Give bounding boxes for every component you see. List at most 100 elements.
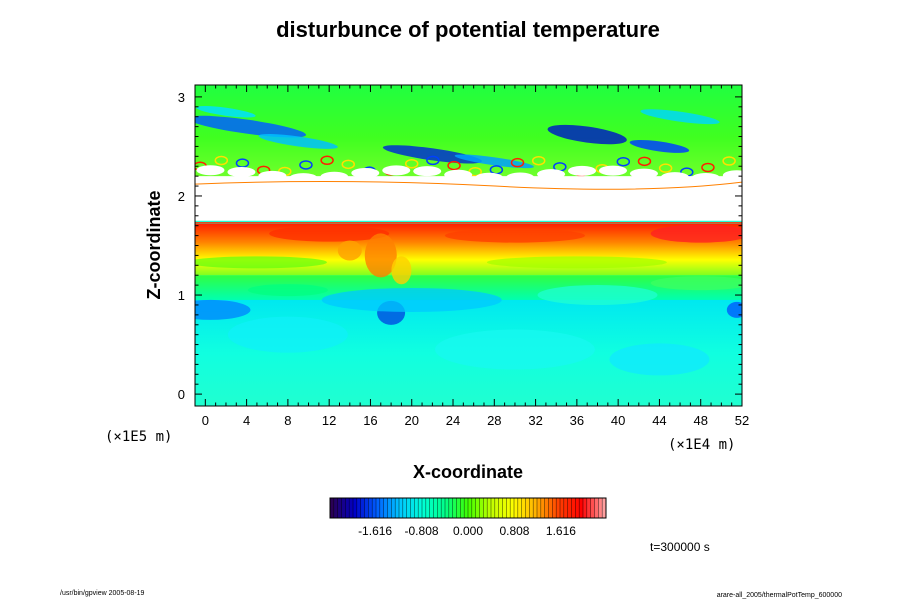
ripple: [299, 160, 313, 170]
colorbar-cell: [379, 498, 384, 518]
colorbar-cell: [364, 498, 369, 518]
x-axis: 0 4 8 12 16 20 24 28 32 36 40 44 48 52: [194, 85, 749, 428]
missing-blob: [444, 169, 473, 180]
colorbar-tick-label: -0.808: [405, 524, 439, 538]
colorbar-ticks: -1.616 -0.808 0.000 0.808 1.616: [358, 524, 576, 538]
missing-blob: [568, 165, 597, 176]
colorbar-cell: [575, 498, 580, 518]
colorbar-cell: [563, 498, 568, 518]
ripple: [701, 162, 715, 173]
ripple: [341, 159, 356, 170]
warm-patch: [444, 228, 585, 243]
missing-blob: [629, 168, 658, 179]
missing-blob: [722, 170, 742, 181]
colorbar-cell: [356, 498, 361, 518]
low-patch: [537, 285, 658, 306]
colorbar-cell: [395, 498, 400, 518]
colorbar-cell: [387, 498, 392, 518]
colorbar-cell: [402, 498, 407, 518]
colorbar-cell: [414, 498, 419, 518]
missing-blob: [196, 165, 225, 176]
x-tick-label: 20: [405, 413, 419, 428]
heatmap-field: [195, 85, 742, 406]
y-axis-title: Z-coordinate: [144, 190, 164, 299]
upper-wave: [454, 154, 534, 169]
x-tick-label: 44: [652, 413, 666, 428]
colorbar-cell: [506, 498, 511, 518]
ripple: [426, 155, 440, 166]
colorbar-cell: [433, 498, 438, 518]
colorbar-cell: [418, 498, 423, 518]
colorbar-cell: [498, 498, 503, 518]
colorbar-cell: [471, 498, 476, 518]
warm-patch: [337, 240, 362, 261]
missing-blob: [320, 171, 349, 182]
time-label: t=300000 s: [650, 540, 710, 554]
colorbar-cell: [341, 498, 346, 518]
colorbar-cell: [399, 498, 404, 518]
colorbar-cell: [360, 498, 365, 518]
missing-blob: [691, 172, 720, 183]
colorbar-cell: [452, 498, 457, 518]
colorbar-cell: [540, 498, 545, 518]
colorbar-cell: [422, 498, 427, 518]
ripple: [637, 156, 652, 167]
colorbar-cell: [525, 498, 530, 518]
colorbar-cell: [537, 498, 542, 518]
ripple: [658, 163, 673, 173]
upper-wave: [258, 134, 338, 149]
x-tick-label: 52: [735, 413, 749, 428]
chart-title: disturbunce of potential temperature: [276, 17, 660, 42]
missing-blob: [413, 166, 442, 177]
colorbar-cell: [586, 498, 591, 518]
upper-wave: [195, 115, 307, 138]
colorbar-cell: [425, 498, 430, 518]
colorbar-tick-label: 0.808: [499, 524, 529, 538]
colorbar-cell: [437, 498, 442, 518]
colorbar-cell: [448, 498, 453, 518]
upper-wave: [547, 124, 627, 145]
colorbar-cell: [376, 498, 381, 518]
colorbar-cell: [533, 498, 538, 518]
upper-wave: [382, 145, 482, 164]
missing-blob: [506, 172, 535, 183]
colorbar-cell: [602, 498, 607, 518]
warm-patch: [269, 225, 390, 242]
missing-blob: [227, 167, 256, 178]
x-tick-label: 8: [284, 413, 291, 428]
ripple: [320, 155, 334, 166]
colorbar-cell: [372, 498, 377, 518]
x-tick-label: 16: [363, 413, 377, 428]
colorbar-cell: [529, 498, 534, 518]
y-tick-label: 3: [178, 90, 185, 105]
ripple: [214, 155, 229, 166]
footer-right: arare-all_2005/thermalPotTemp_600000: [717, 592, 842, 599]
colorbar-cell: [579, 498, 584, 518]
upper-wave: [640, 109, 720, 125]
ripple: [447, 160, 461, 171]
x-axis-title: X-coordinate: [413, 462, 523, 482]
x-tick-label: 40: [611, 413, 625, 428]
low-patch: [434, 329, 595, 370]
ripple: [510, 157, 525, 168]
colorbar-cell: [494, 498, 499, 518]
warm-patch: [391, 256, 412, 285]
y-axis: 0 1 2 3: [178, 90, 742, 402]
colorbar-cell: [368, 498, 373, 518]
colorbar-cell: [510, 498, 515, 518]
missing-blob: [598, 165, 627, 176]
colorbar-cell: [330, 498, 335, 518]
missing-blob: [351, 168, 380, 179]
colorbar-cell: [410, 498, 415, 518]
colorbar-cell: [429, 498, 434, 518]
x-tick-label: 12: [322, 413, 336, 428]
colorbar-cell: [594, 498, 599, 518]
colorbar-cell: [353, 498, 358, 518]
colorbar-cell: [567, 498, 572, 518]
colorbar-cell: [552, 498, 557, 518]
mid-streak: [650, 276, 742, 291]
warm-patch: [650, 224, 742, 243]
x-tick-label: 24: [446, 413, 460, 428]
x-tick-label: 0: [202, 413, 209, 428]
